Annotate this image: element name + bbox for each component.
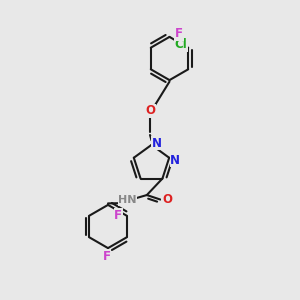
- Text: O: O: [162, 193, 172, 206]
- Text: F: F: [114, 208, 122, 222]
- Text: F: F: [175, 27, 183, 40]
- Text: N: N: [170, 154, 180, 167]
- Text: Cl: Cl: [174, 38, 187, 51]
- Text: O: O: [145, 104, 155, 118]
- Text: F: F: [103, 250, 110, 263]
- Text: HN: HN: [118, 195, 137, 205]
- Text: N: N: [152, 137, 162, 150]
